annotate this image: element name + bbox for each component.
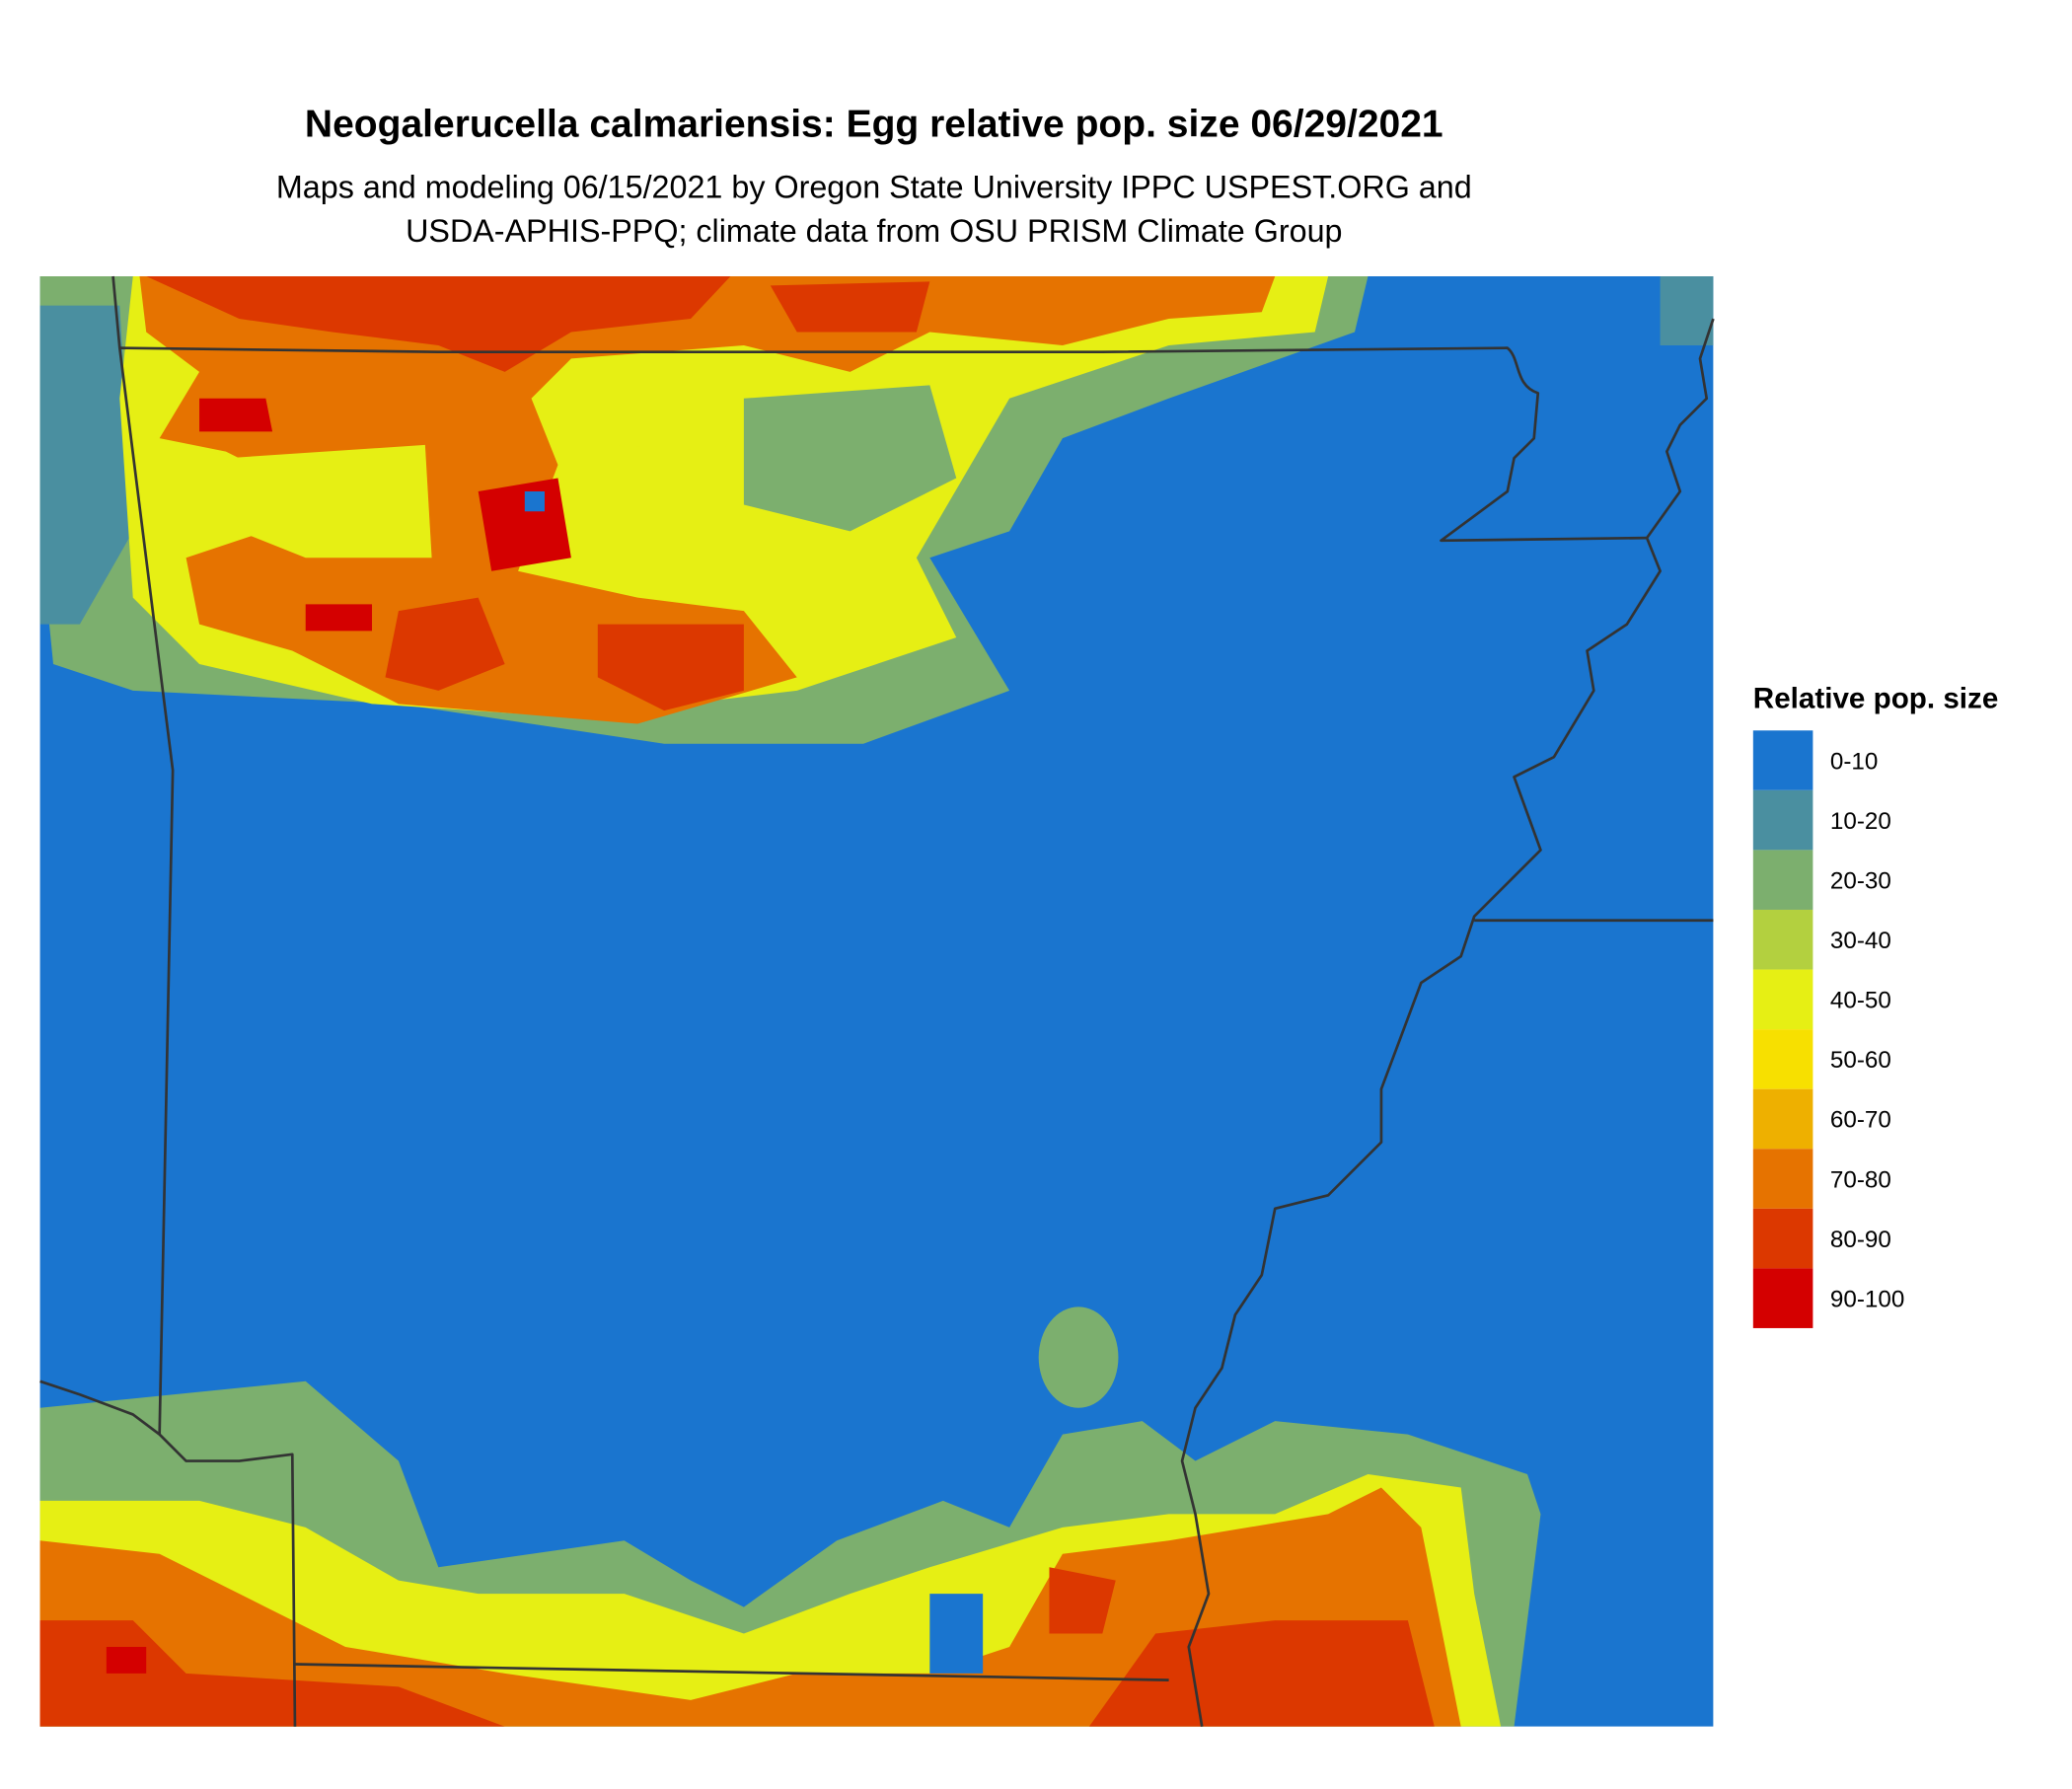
- region: [225, 444, 432, 559]
- region: [385, 597, 505, 691]
- legend-swatch: [1752, 730, 1813, 790]
- state-border: [294, 1663, 1169, 1681]
- region: [597, 624, 744, 711]
- legend-swatch: [1752, 909, 1813, 970]
- region: [39, 305, 133, 625]
- legend-label: 50-60: [1830, 1047, 1891, 1074]
- legend-swatch: [1752, 1088, 1813, 1150]
- legend-title: Relative pop. size: [1753, 682, 1998, 714]
- region: [106, 1646, 147, 1674]
- legend-swatch: [1752, 789, 1813, 851]
- state-border: [111, 275, 175, 1435]
- state-border: [119, 346, 1648, 543]
- legend-label: 90-100: [1830, 1286, 1904, 1312]
- region: [929, 1594, 984, 1674]
- legend-label: 70-80: [1830, 1166, 1891, 1193]
- legend-label: 0-10: [1830, 748, 1878, 775]
- legend-label: 20-30: [1830, 867, 1891, 894]
- legend-label: 10-20: [1830, 808, 1891, 835]
- state-border: [1180, 318, 1715, 1727]
- region: [524, 491, 545, 512]
- legend: 0-10 10-20 20-30 30-40 40-50 50-60 60-70 70-80 8…: [1752, 730, 1904, 1328]
- region: [305, 604, 373, 632]
- region: [1660, 275, 1714, 345]
- region: [199, 398, 273, 432]
- region: [743, 385, 957, 532]
- region: [770, 281, 930, 333]
- subtitle-line: USDA-APHIS-PPQ; climate data from OSU PR…: [406, 213, 1342, 249]
- region: [1088, 1620, 1435, 1727]
- map-area: [39, 275, 1715, 1727]
- legend-swatch: [1752, 969, 1813, 1030]
- legend-label: 40-50: [1830, 988, 1891, 1014]
- legend-label: 30-40: [1830, 928, 1891, 954]
- legend-swatch: [1752, 1268, 1813, 1328]
- legend-swatch: [1752, 1149, 1813, 1209]
- legend-swatch: [1752, 850, 1813, 910]
- legend-label: 80-90: [1830, 1227, 1891, 1253]
- region: [584, 392, 744, 452]
- region: [478, 478, 571, 571]
- map-title: Neogalerucella calmariensis: Egg relativ…: [305, 104, 1443, 146]
- subtitle-line: Maps and modeling 06/15/2021 by Oregon S…: [276, 170, 1472, 205]
- region: [1049, 1567, 1116, 1634]
- region: [39, 1620, 505, 1727]
- legend-swatch: [1752, 1208, 1813, 1269]
- region: [146, 275, 731, 372]
- region: [1038, 1306, 1119, 1408]
- legend-label: 60-70: [1830, 1107, 1891, 1134]
- state-border: [39, 1379, 297, 1727]
- legend-swatch: [1752, 1029, 1813, 1089]
